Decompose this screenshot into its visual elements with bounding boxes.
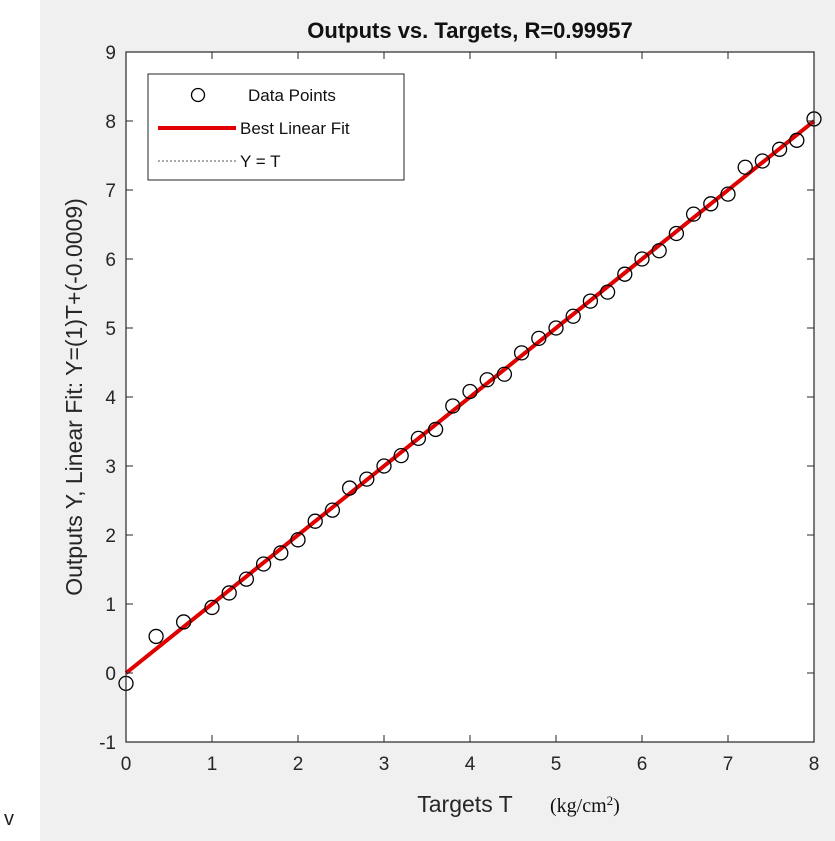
y-tick-label: 8 [105, 112, 116, 133]
data-point [668, 225, 685, 242]
data-point [531, 330, 547, 347]
data-point [737, 159, 753, 175]
data-point [496, 366, 513, 382]
data-point [548, 320, 564, 336]
x-tick-label: 5 [551, 754, 562, 775]
legend-marker-circle [190, 87, 206, 103]
data-point [307, 513, 323, 529]
data-point [771, 141, 788, 157]
x-axis-units-text: (kg/cm [550, 795, 607, 817]
y-tick-label: 2 [105, 526, 116, 547]
data-point [634, 251, 650, 267]
x-tick-label: 4 [465, 754, 476, 775]
y-tick-label: 9 [105, 43, 116, 64]
y-tick-label: 3 [105, 457, 116, 478]
data-point [445, 398, 461, 414]
data-point [754, 153, 771, 169]
data-point [720, 186, 736, 202]
data-point [148, 628, 164, 645]
legend-label-y-equals-t: Y = T [240, 152, 280, 171]
data-point [599, 284, 616, 300]
x-tick-label: 0 [121, 754, 132, 775]
data-point [565, 308, 581, 324]
data-point [324, 502, 341, 518]
y-tick-label: 5 [105, 319, 116, 340]
x-axis-units: (kg/cm2) [550, 793, 620, 817]
data-point [479, 372, 495, 388]
x-tick-label: 3 [379, 754, 390, 775]
data-point [341, 480, 358, 496]
x-tick-label: 1 [207, 754, 218, 775]
y-tick-label: -1 [99, 733, 116, 754]
y-ticks: -1 0 1 2 3 4 5 6 7 8 9 [99, 43, 814, 754]
x-tick-label: 6 [637, 754, 648, 775]
x-tick-label: 8 [809, 754, 820, 775]
fit-layer [124, 119, 816, 675]
data-point [273, 545, 289, 561]
data-point [513, 345, 530, 361]
chart-title: Outputs vs. Targets, R=0.99957 [307, 18, 632, 43]
x-tick-label: 2 [293, 754, 304, 775]
data-point [204, 599, 220, 616]
data-point [703, 196, 719, 212]
data-point [359, 471, 375, 487]
data-point [582, 293, 599, 309]
y-tick-label: 4 [105, 388, 116, 409]
x-tick-label: 7 [723, 754, 734, 775]
x-axis-label: Targets T [417, 791, 512, 817]
data-point [462, 383, 478, 400]
data-point [290, 532, 306, 548]
data-point [651, 243, 667, 259]
y-axis-label: Outputs Y, Linear Fit: Y=(1)T+(-0.0009) [61, 198, 87, 596]
x-ticks: 0 1 2 3 4 5 6 7 8 [121, 52, 820, 775]
x-axis-units-superscript: 2 [607, 793, 614, 808]
legend: Data Points Best Linear Fit Y = T [147, 73, 405, 181]
y-tick-label: 7 [105, 181, 116, 202]
stray-text: v [4, 808, 14, 830]
y-tick-label: 1 [105, 595, 116, 616]
data-point [410, 430, 427, 447]
data-point [789, 132, 805, 148]
y-tick-label: 6 [105, 250, 116, 271]
data-point [238, 571, 255, 587]
data-point [255, 556, 272, 572]
data-point [617, 266, 633, 282]
best-linear-fit-line [124, 119, 816, 675]
data-point [376, 458, 392, 474]
y-tick-label: 0 [105, 664, 116, 685]
legend-label-best-fit: Best Linear Fit [240, 119, 350, 138]
legend-label-data-points: Data Points [248, 86, 336, 105]
data-point [221, 585, 237, 601]
data-point [427, 421, 444, 438]
marker-layer [118, 111, 822, 691]
data-point [175, 614, 192, 630]
x-axis-units-close: ) [613, 795, 620, 817]
data-point [393, 447, 409, 464]
data-point [685, 206, 702, 222]
